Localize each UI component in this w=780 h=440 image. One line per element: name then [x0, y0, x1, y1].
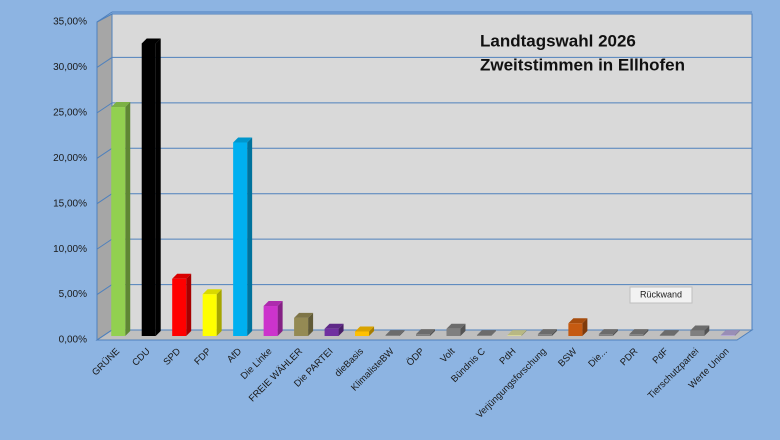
bar-side: [399, 330, 405, 336]
bar-side: [551, 329, 557, 336]
grid-line-side: [96, 284, 113, 295]
bar-side: [734, 330, 740, 336]
y-tick-label: 5,00%: [59, 289, 87, 300]
y-tick-label: 35,00%: [53, 17, 87, 28]
grid-line-side: [96, 147, 113, 159]
bar: [598, 334, 613, 336]
bar-side: [490, 330, 496, 336]
bar: [324, 328, 339, 336]
bar-top: [720, 330, 740, 336]
bar-side: [612, 329, 618, 336]
bar-top: [294, 312, 314, 318]
bar-top: [111, 102, 131, 108]
bar-side: [369, 326, 375, 336]
bar-side: [247, 137, 253, 336]
bar: [172, 278, 187, 336]
bar-top: [598, 329, 618, 335]
bar-top: [385, 330, 405, 336]
y-tick-label: 20,00%: [53, 153, 87, 164]
grid-line-side: [96, 329, 113, 341]
bar-side: [430, 329, 435, 336]
y-tick-label: 25,00%: [53, 107, 87, 118]
grid-line-side: [96, 11, 113, 23]
y-tick-label: 10,00%: [53, 244, 87, 255]
bar-side: [216, 289, 222, 336]
bar: [355, 331, 370, 336]
bar: [111, 107, 126, 336]
bar-side: [277, 301, 283, 336]
bar-side: [460, 323, 466, 336]
grid-line-side: [96, 193, 113, 205]
bar: [568, 323, 583, 336]
bar-top: [537, 329, 557, 335]
bar-top: [324, 323, 344, 329]
bar-side: [673, 330, 679, 336]
annotation-box: [629, 286, 693, 304]
y-tick-label: 30,00%: [53, 62, 87, 73]
bar-top: [172, 273, 192, 279]
bar-top: [659, 330, 679, 336]
bar: [416, 334, 430, 336]
bar: [233, 142, 248, 336]
chart-subtitle: Zweitstimmen in Ellhofen: [480, 55, 685, 74]
y-tick-label: 15,00%: [53, 198, 87, 209]
bar-top: [507, 330, 527, 336]
bar-top: [416, 329, 435, 335]
grid-line-side: [96, 57, 113, 68]
bar: [537, 334, 552, 336]
bar-top: [476, 330, 496, 336]
bar-side: [521, 330, 527, 336]
bar-side: [125, 102, 131, 336]
bar-top: [141, 38, 161, 44]
bar-top: [568, 318, 588, 324]
bar: [294, 317, 309, 336]
bar-top: [355, 326, 375, 332]
grid-line-side: [96, 102, 113, 114]
bar: [141, 43, 156, 336]
bar: [476, 335, 491, 336]
bar: [202, 294, 217, 336]
bar: [446, 328, 461, 336]
bar: [690, 330, 705, 336]
bar-top: [263, 301, 283, 307]
bar: [629, 334, 644, 336]
bar-top: [629, 329, 649, 335]
bar-side: [704, 325, 710, 336]
y-tick-label: 0,00%: [59, 335, 87, 346]
bar-top: [233, 137, 253, 143]
bar: [507, 335, 522, 336]
bar-top: [446, 323, 466, 329]
bar: [263, 306, 278, 336]
annotation: Rückwand: [640, 289, 682, 299]
bar: [720, 335, 735, 336]
bar-side: [338, 323, 344, 336]
bar-side: [643, 329, 649, 336]
bar: [659, 335, 674, 336]
bar-side: [308, 312, 314, 336]
bar-top: [690, 325, 710, 331]
bar-top: [202, 289, 222, 295]
bar-side: [186, 273, 192, 336]
bar: [385, 335, 400, 336]
grid-line-side: [96, 238, 113, 250]
chart-title: Landtagswahl 2026: [480, 31, 636, 50]
bar-side: [155, 38, 161, 336]
bar-side: [582, 318, 588, 336]
